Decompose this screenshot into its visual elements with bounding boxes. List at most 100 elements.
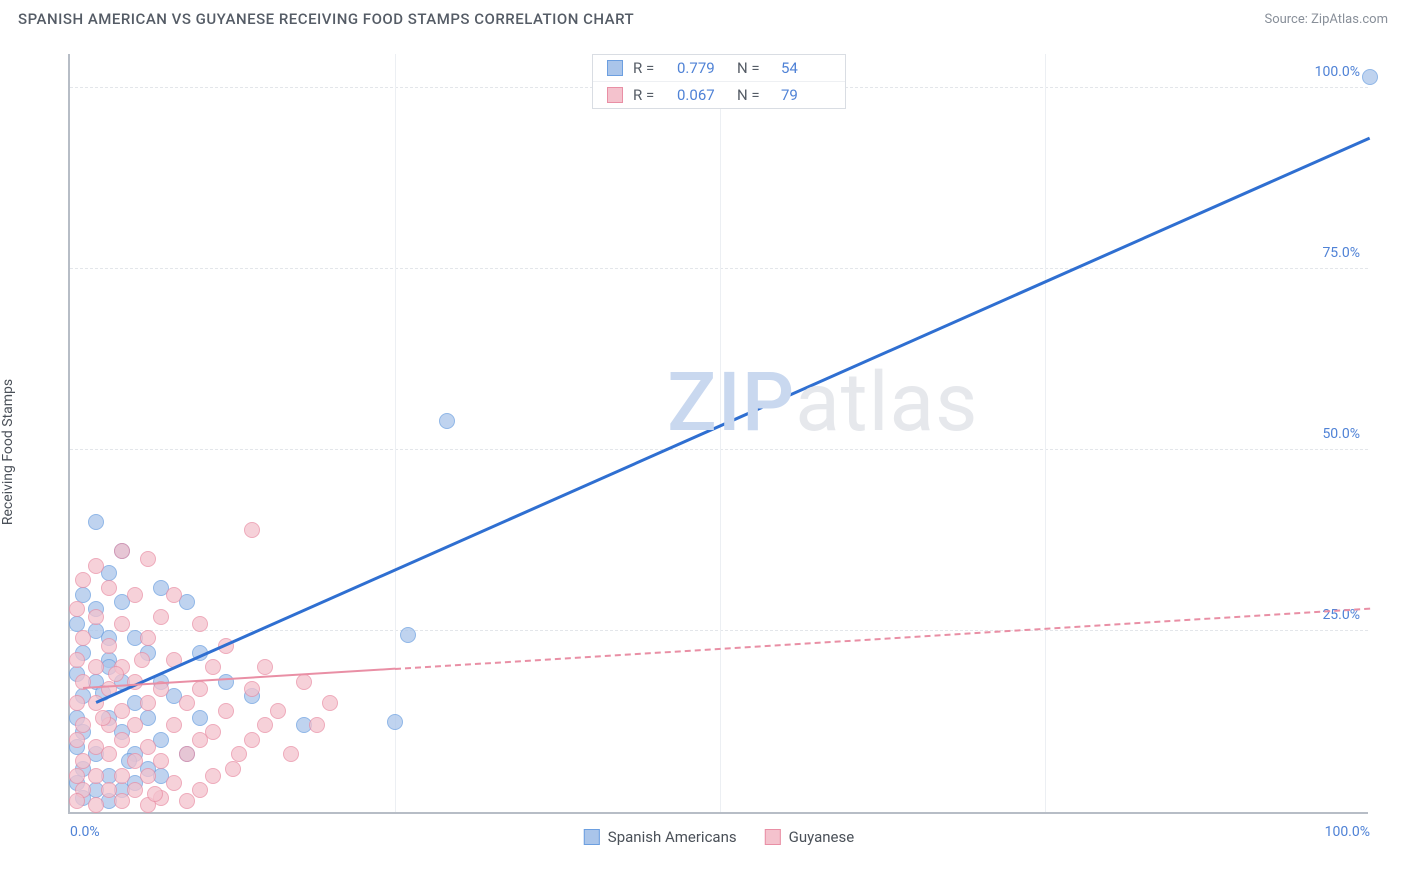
- gridline-horizontal: [70, 268, 1368, 269]
- scatter-point: [218, 674, 234, 690]
- scatter-point: [101, 580, 117, 596]
- scatter-point: [147, 786, 163, 802]
- scatter-point: [140, 768, 156, 784]
- scatter-point: [179, 793, 195, 809]
- scatter-point: [114, 616, 130, 632]
- scatter-point: [166, 775, 182, 791]
- scatter-point: [166, 587, 182, 603]
- legend-row: R =0.067N =79: [593, 81, 845, 108]
- scatter-point: [153, 609, 169, 625]
- legend-n-label: N =: [737, 59, 771, 77]
- scatter-point: [127, 782, 143, 798]
- legend-series-item: Guyanese: [765, 828, 855, 846]
- legend-series-item: Spanish Americans: [584, 828, 737, 846]
- legend-series-name: Guyanese: [789, 828, 855, 846]
- correlation-legend: R =0.779N =54R =0.067N =79: [592, 54, 846, 109]
- legend-n-value: 54: [781, 59, 831, 77]
- scatter-point: [140, 630, 156, 646]
- scatter-point: [218, 703, 234, 719]
- scatter-point: [114, 793, 130, 809]
- scatter-point: [270, 703, 286, 719]
- scatter-point: [283, 746, 299, 762]
- scatter-point: [244, 732, 260, 748]
- gridline-horizontal: [70, 630, 1368, 631]
- watermark-part-b: atlas: [795, 355, 978, 451]
- gridline-horizontal: [70, 449, 1368, 450]
- scatter-point: [192, 782, 208, 798]
- scatter-point: [244, 681, 260, 697]
- scatter-point: [166, 717, 182, 733]
- chart-container: Receiving Food Stamps ZIPatlas R =0.779N…: [18, 42, 1388, 862]
- scatter-point: [95, 710, 111, 726]
- legend-series-name: Spanish Americans: [608, 828, 737, 846]
- scatter-point: [69, 695, 85, 711]
- scatter-point: [153, 753, 169, 769]
- scatter-point: [75, 630, 91, 646]
- gridline-vertical: [1045, 54, 1046, 812]
- scatter-point: [439, 413, 455, 429]
- scatter-point: [127, 587, 143, 603]
- scatter-point: [400, 627, 416, 643]
- scatter-point: [114, 703, 130, 719]
- scatter-point: [127, 753, 143, 769]
- plot-area: ZIPatlas R =0.779N =54R =0.067N =79 Span…: [68, 54, 1368, 814]
- legend-row: R =0.779N =54: [593, 55, 845, 81]
- y-tick-label: 75.0%: [1322, 245, 1360, 261]
- scatter-point: [88, 558, 104, 574]
- scatter-point: [179, 746, 195, 762]
- y-tick-label: 50.0%: [1322, 426, 1360, 442]
- scatter-point: [88, 797, 104, 813]
- scatter-point: [69, 793, 85, 809]
- scatter-point: [192, 732, 208, 748]
- scatter-point: [108, 666, 124, 682]
- scatter-point: [127, 717, 143, 733]
- x-tick-label: 0.0%: [70, 824, 100, 840]
- scatter-point: [205, 768, 221, 784]
- scatter-point: [309, 717, 325, 733]
- scatter-point: [114, 543, 130, 559]
- scatter-point: [244, 522, 260, 538]
- gridline-vertical: [395, 54, 396, 812]
- scatter-point: [1362, 69, 1378, 85]
- scatter-point: [69, 732, 85, 748]
- chart-header: SPANISH AMERICAN VS GUYANESE RECEIVING F…: [0, 0, 1406, 34]
- scatter-point: [225, 761, 241, 777]
- scatter-point: [322, 695, 338, 711]
- series-legend: Spanish Americans Guyanese: [584, 828, 854, 846]
- y-axis-label: Receiving Food Stamps: [0, 379, 16, 525]
- scatter-point: [205, 659, 221, 675]
- scatter-point: [88, 768, 104, 784]
- x-tick-label: 100.0%: [1325, 824, 1370, 840]
- scatter-point: [387, 714, 403, 730]
- scatter-point: [257, 659, 273, 675]
- scatter-point: [114, 768, 130, 784]
- legend-swatch: [607, 60, 623, 76]
- legend-swatch: [584, 829, 600, 845]
- scatter-point: [192, 681, 208, 697]
- scatter-point: [75, 572, 91, 588]
- scatter-point: [296, 674, 312, 690]
- scatter-point: [101, 746, 117, 762]
- legend-r-label: R =: [633, 59, 667, 77]
- legend-n-value: 79: [781, 86, 831, 104]
- scatter-point: [179, 695, 195, 711]
- scatter-point: [69, 652, 85, 668]
- scatter-point: [88, 514, 104, 530]
- watermark: ZIPatlas: [667, 355, 978, 451]
- gridline-vertical: [720, 54, 721, 812]
- scatter-point: [134, 652, 150, 668]
- legend-swatch: [765, 829, 781, 845]
- chart-source: Source: ZipAtlas.com: [1264, 12, 1388, 27]
- scatter-point: [88, 659, 104, 675]
- trend-line: [95, 136, 1370, 703]
- scatter-point: [140, 551, 156, 567]
- scatter-point: [257, 717, 273, 733]
- scatter-point: [192, 710, 208, 726]
- scatter-point: [140, 695, 156, 711]
- legend-swatch: [607, 87, 623, 103]
- scatter-point: [101, 638, 117, 654]
- scatter-point: [114, 732, 130, 748]
- legend-r-value: 0.067: [677, 86, 727, 104]
- watermark-part-a: ZIP: [667, 355, 795, 451]
- scatter-point: [192, 616, 208, 632]
